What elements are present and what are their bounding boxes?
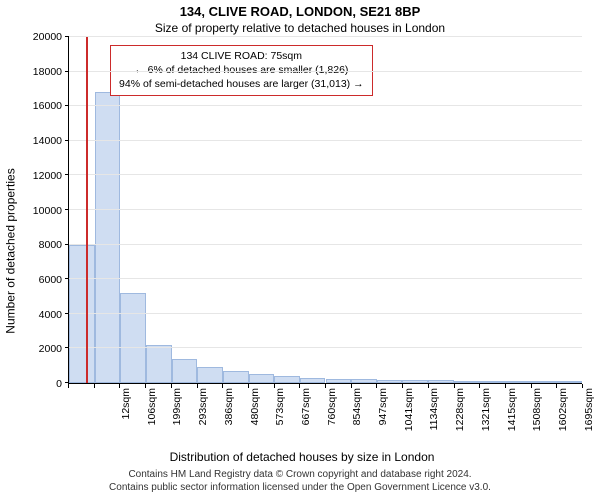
annotation-line-1: 134 CLIVE ROAD: 75sqm: [119, 49, 364, 63]
footer-line-2: Contains public sector information licen…: [0, 481, 600, 494]
histogram-bar: [351, 379, 377, 383]
x-tick-label: 760sqm: [326, 388, 338, 444]
x-tick-label: 1695sqm: [583, 388, 595, 444]
y-tick-label: 12000: [33, 170, 62, 182]
histogram-bar: [454, 381, 480, 383]
histogram-bar: [300, 378, 326, 383]
y-axis-label: Number of detached properties: [4, 168, 18, 333]
histogram-bar: [95, 92, 121, 383]
histogram-bar: [428, 380, 454, 383]
y-tick-label: 6000: [39, 274, 62, 286]
x-tick-label: 199sqm: [171, 388, 183, 444]
histogram-bar: [505, 381, 531, 383]
histogram-bar: [479, 381, 505, 383]
x-tick-label: 1134sqm: [428, 388, 440, 444]
y-tick-label: 20000: [33, 31, 62, 43]
x-tick-label: 1602sqm: [557, 388, 569, 444]
histogram-chart: 134 CLIVE ROAD: 75sqm ← 6% of detached h…: [68, 37, 582, 384]
x-tick-label: 1508sqm: [531, 388, 543, 444]
x-tick-label: 947sqm: [377, 388, 389, 444]
x-axis-label: Distribution of detached houses by size …: [22, 450, 582, 464]
x-tick-label: 1321sqm: [480, 388, 492, 444]
histogram-bar: [197, 367, 223, 383]
histogram-bar: [402, 380, 428, 383]
x-tick-label: 854sqm: [351, 388, 363, 444]
x-tick-label: 667sqm: [300, 388, 312, 444]
x-tick-label: 1041sqm: [403, 388, 415, 444]
x-tick-label: 386sqm: [223, 388, 235, 444]
histogram-bar: [556, 381, 582, 383]
y-tick-label: 16000: [33, 100, 62, 112]
histogram-bar: [249, 374, 275, 383]
histogram-bar: [274, 376, 300, 383]
property-size-marker-line: [86, 37, 88, 383]
histogram-bar: [120, 293, 146, 383]
histogram-bar: [326, 379, 352, 383]
y-tick-label: 18000: [33, 66, 62, 78]
x-tick-label: 106sqm: [146, 388, 158, 444]
x-tick-label: 480sqm: [249, 388, 261, 444]
annotation-line-3: 94% of semi-detached houses are larger (…: [119, 77, 364, 91]
histogram-bar: [531, 381, 557, 383]
y-tick-label: 14000: [33, 135, 62, 147]
histogram-bar: [146, 345, 172, 383]
x-tick-area: 12sqm 106sqm 199sqm 293sqm 386sqm 480sqm 573sq…: [68, 384, 582, 448]
y-tick-label: 4000: [39, 309, 62, 321]
y-tick-label: 10000: [33, 205, 62, 217]
histogram-bar: [377, 380, 403, 383]
page-subtitle: Size of property relative to detached ho…: [0, 21, 600, 35]
x-tick-label: 1415sqm: [506, 388, 518, 444]
y-tick-column: 0200040006000800010000120001400016000180…: [22, 37, 68, 384]
x-tick-label: 12sqm: [120, 388, 132, 444]
y-tick-label: 0: [56, 378, 62, 390]
y-tick-label: 8000: [39, 239, 62, 251]
histogram-bar: [223, 371, 249, 383]
x-tick-label: 293sqm: [197, 388, 209, 444]
page-title: 134, CLIVE ROAD, LONDON, SE21 8BP: [0, 4, 600, 19]
histogram-bar: [172, 359, 198, 383]
x-tick-label: 1228sqm: [454, 388, 466, 444]
x-tick-label: 573sqm: [274, 388, 286, 444]
y-tick-label: 2000: [39, 343, 62, 355]
footer-line-1: Contains HM Land Registry data © Crown c…: [0, 468, 600, 481]
